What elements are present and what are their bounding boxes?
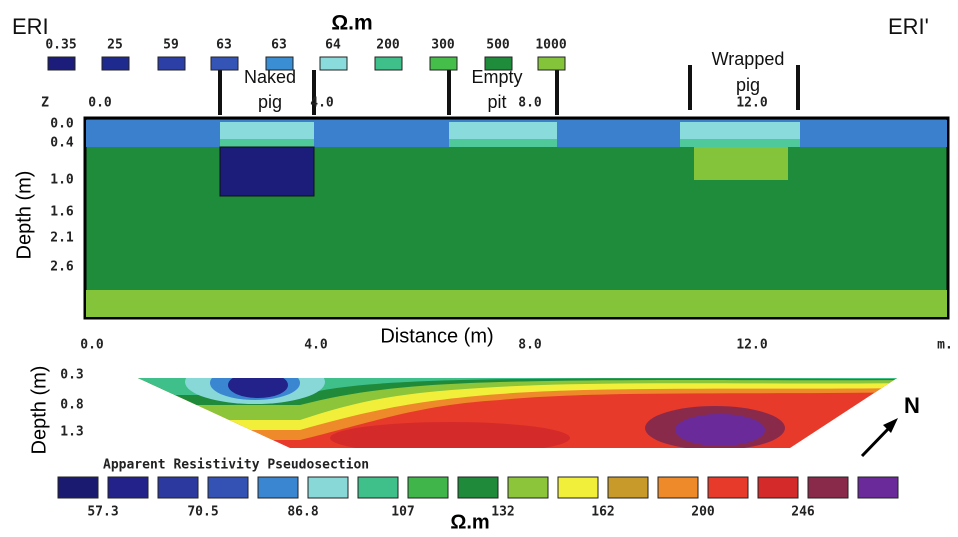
x-tick-label: 12.0 [736,338,767,353]
depth-label: 1.0 [50,173,74,188]
x-title: Distance (m) [380,325,493,347]
model-box [83,116,950,320]
north-label: N [904,393,920,418]
depth-label: 0.0 [50,117,74,132]
y-title: Depth (m) [13,171,35,260]
pit-fill [680,139,800,147]
pit-fill [449,122,557,139]
x-tick-label: 8.0 [518,96,542,111]
pseudosection-title: Apparent Resistivity Pseudosection [103,458,369,473]
legend-swatch [210,56,239,71]
legend-label: 63 [216,38,232,53]
legend-label: 162 [591,505,614,520]
legend-swatch [319,56,348,71]
legend-label: 107 [391,505,414,520]
legend-swatch [47,56,76,71]
bottom-layer [86,290,947,317]
right-label: ERI' [888,14,929,39]
legend-swatch [257,476,299,499]
legend-label: 246 [791,505,815,520]
legend-label: 25 [107,38,123,53]
legend-label: 70.5 [187,505,218,520]
legend-label: 1000 [535,38,566,53]
legend-swatch [537,56,566,71]
annotation: pig [736,75,760,95]
pit-markers [218,65,800,115]
legend-swatch [265,56,294,71]
depth-label: 1.6 [50,205,74,220]
annotation: pit [487,92,506,112]
legend-label: 57.3 [87,505,118,520]
bottom-unit: Ω.m [450,511,489,533]
legend-swatch [607,476,649,499]
x-tick-label: 0.0 [80,338,104,353]
legend-swatch [57,476,99,499]
legend-label: 86.8 [287,505,318,520]
annotation: Naked [244,67,296,87]
annotation: pig [258,92,282,112]
depth-label: 1.3 [60,425,83,440]
pit-fill [220,139,314,147]
annotation: Empty [471,67,522,87]
y-title: Depth (m) [28,366,50,455]
legend-swatch [374,56,403,71]
legend-label: 200 [376,38,400,53]
x-tick-label: 4.0 [304,338,328,353]
x-unit: m. [937,338,953,353]
wrapped-pig-block [694,147,788,180]
annotation: Wrapped [712,49,785,69]
legend-swatch [857,476,899,499]
legend-swatch [307,476,349,499]
legend-label: 500 [486,38,510,53]
legend-swatch [407,476,449,499]
legend-swatch [484,56,513,71]
x-tick-label: 12.0 [736,96,767,111]
north-arrow [860,418,898,458]
legend-swatch [157,476,199,499]
legend-swatch [207,476,249,499]
legend-swatch [557,476,599,499]
legend-swatch [757,476,799,499]
legend-label: 59 [163,38,179,53]
pit-fill [449,139,557,147]
depth-label: 0.3 [60,368,83,383]
legend-swatch [457,476,499,499]
depth-label: 0.4 [50,136,74,151]
legend-label: 64 [325,38,341,53]
legend-label: 0.35 [45,38,76,53]
pseudosection [138,378,897,448]
legend-swatch [507,476,549,499]
legend-swatch [101,56,130,71]
pit-fill [680,122,800,139]
depth-label: 2.1 [50,231,74,246]
legend-label: 132 [491,505,514,520]
legend-swatch [657,476,699,499]
legend-swatch [157,56,186,71]
depth-label: 2.6 [50,260,74,275]
x-tick-label: 0.0 [88,96,112,111]
depth-label: 0.8 [60,398,84,413]
x-tick-label: 8.0 [518,338,542,353]
legend-label: 63 [271,38,287,53]
top-unit: Ω.m [331,12,372,35]
legend-swatch [357,476,399,499]
legend-swatch [707,476,749,499]
legend-label: 300 [431,38,455,53]
z-label: Z [41,96,49,111]
legend-swatch [429,56,458,71]
naked-pig-block [219,146,315,197]
legend-swatch [107,476,149,499]
legend-swatch [807,476,849,499]
legend-label: 200 [691,505,715,520]
x-tick-label: 4.0 [310,96,334,111]
pit-fill [220,122,314,139]
left-label: ERI [12,14,49,39]
